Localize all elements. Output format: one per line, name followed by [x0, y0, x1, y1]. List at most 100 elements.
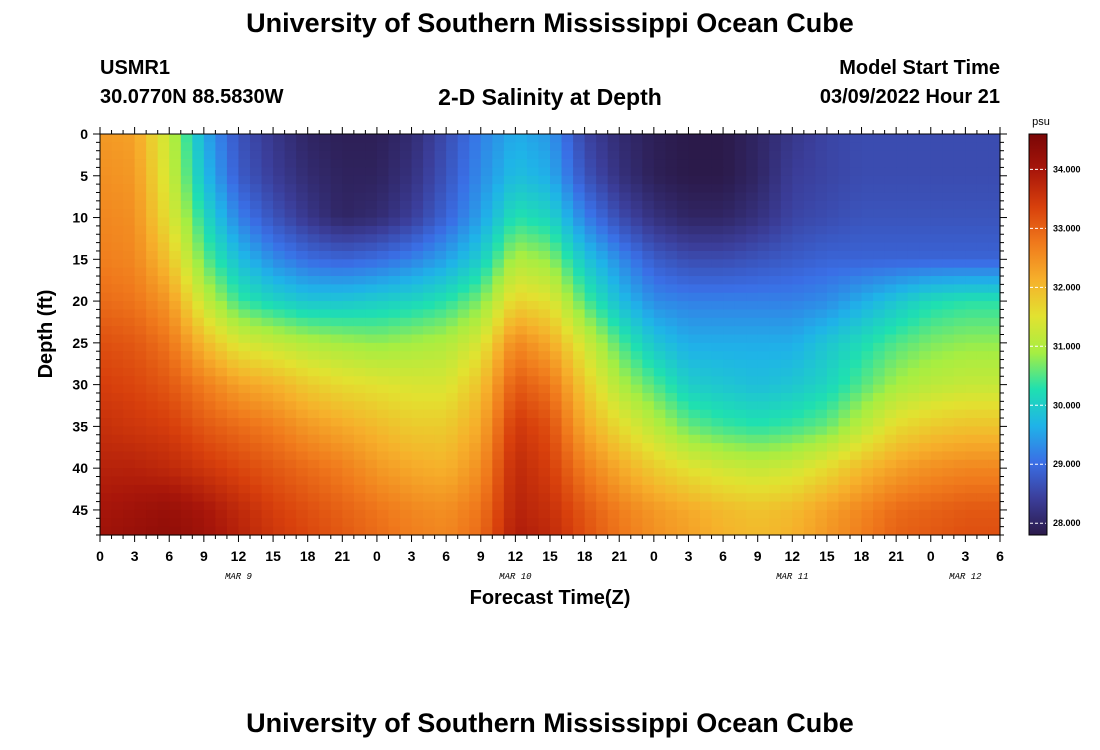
heatmap-cell — [169, 392, 182, 402]
heatmap-cell — [250, 234, 263, 244]
heatmap-cell — [515, 509, 528, 519]
heatmap-cell — [792, 351, 805, 361]
heatmap-cell — [757, 401, 770, 411]
heatmap-cell — [826, 276, 840, 285]
heatmap-cell — [711, 359, 724, 369]
heatmap-cell — [215, 418, 228, 427]
heatmap-cell — [146, 184, 159, 194]
heatmap-cell — [815, 225, 828, 235]
heatmap-cell — [711, 167, 724, 177]
heatmap-cell — [676, 301, 690, 311]
heatmap-cell — [838, 276, 851, 285]
heatmap-cell — [584, 384, 597, 394]
heatmap-cell — [873, 351, 886, 361]
heatmap-cell — [457, 259, 470, 269]
heatmap-cell — [457, 142, 470, 152]
heatmap-cell — [573, 351, 586, 361]
heatmap-cell — [203, 334, 216, 344]
heatmap-cell — [296, 342, 309, 352]
heatmap-cell — [284, 351, 297, 361]
heatmap-cell — [365, 242, 378, 252]
heatmap-cell — [469, 443, 482, 453]
heatmap-cell — [630, 518, 643, 528]
heatmap-cell — [330, 426, 343, 436]
heatmap-cell — [330, 326, 343, 336]
heatmap-cell — [561, 267, 574, 277]
heatmap-cell — [596, 184, 609, 194]
heatmap-cell — [873, 367, 886, 377]
heatmap-cell — [711, 342, 724, 352]
heatmap-cell — [930, 351, 943, 361]
heatmap-cell — [896, 167, 909, 177]
heatmap-cell — [469, 401, 482, 411]
colorbar-tick-label: 28.000 — [1053, 518, 1081, 528]
heatmap-cell — [284, 376, 297, 386]
heatmap-cell — [953, 276, 966, 285]
heatmap-cell — [907, 225, 920, 235]
heatmap-cell — [676, 526, 690, 536]
heatmap-cell — [550, 401, 563, 411]
heatmap-cell — [146, 175, 159, 185]
heatmap-cell — [642, 217, 655, 227]
heatmap-cell — [538, 351, 551, 361]
heatmap-cell — [907, 267, 920, 277]
heatmap-cell — [550, 184, 563, 194]
heatmap-cell — [976, 384, 990, 394]
heatmap-cell — [573, 142, 586, 152]
heatmap-cell — [284, 159, 297, 169]
heatmap-cell — [988, 167, 1001, 177]
heatmap-cell — [169, 301, 182, 311]
heatmap-cell — [746, 342, 759, 352]
heatmap-cell — [665, 267, 678, 277]
heatmap-cell — [919, 526, 932, 536]
heatmap-cell — [988, 301, 1001, 311]
heatmap-cell — [700, 459, 713, 469]
heatmap-cell — [503, 518, 516, 528]
heatmap-cell — [123, 509, 136, 519]
heatmap-cell — [803, 484, 816, 494]
heatmap-cell — [619, 184, 632, 194]
heatmap-cell — [746, 184, 759, 194]
heatmap-cell — [180, 493, 193, 503]
heatmap-cell — [446, 476, 459, 486]
heatmap-cell — [400, 384, 413, 394]
heatmap-cell — [226, 351, 240, 361]
heatmap-cell — [746, 200, 759, 210]
heatmap-cell — [746, 259, 759, 269]
heatmap-cell — [538, 376, 551, 386]
heatmap-cell — [100, 317, 113, 327]
heatmap-cell — [757, 217, 770, 227]
heatmap-cell — [319, 217, 332, 227]
heatmap-cell — [769, 367, 782, 377]
heatmap-cell — [538, 167, 551, 177]
heatmap-cell — [157, 342, 170, 352]
heatmap-cell — [676, 317, 690, 327]
heatmap-cell — [746, 301, 759, 311]
heatmap-cell — [653, 501, 666, 511]
heatmap-cell — [861, 267, 874, 277]
heatmap-cell — [226, 175, 240, 185]
heatmap-cell — [100, 134, 113, 143]
heatmap-cell — [446, 301, 459, 311]
x-tick-label: 0 — [373, 548, 381, 564]
heatmap-cell — [307, 317, 320, 327]
heatmap-cell — [100, 301, 113, 311]
heatmap-cell — [192, 200, 205, 210]
heatmap-cell — [400, 401, 413, 411]
heatmap-cell — [757, 184, 770, 194]
date-label: MAR 9 — [225, 572, 253, 582]
heatmap-cell — [169, 367, 182, 377]
heatmap-cell — [711, 259, 724, 269]
heatmap-cell — [238, 518, 251, 528]
heatmap-cell — [700, 276, 713, 285]
heatmap-cell — [630, 392, 643, 402]
heatmap-cell — [100, 267, 113, 277]
heatmap-cell — [676, 392, 690, 402]
heatmap-cell — [203, 159, 216, 169]
heatmap-cell — [469, 484, 482, 494]
heatmap-cell — [746, 376, 759, 386]
heatmap-cell — [492, 484, 505, 494]
heatmap-cell — [365, 342, 378, 352]
heatmap-cell — [815, 317, 828, 327]
heatmap-cell — [988, 234, 1001, 244]
